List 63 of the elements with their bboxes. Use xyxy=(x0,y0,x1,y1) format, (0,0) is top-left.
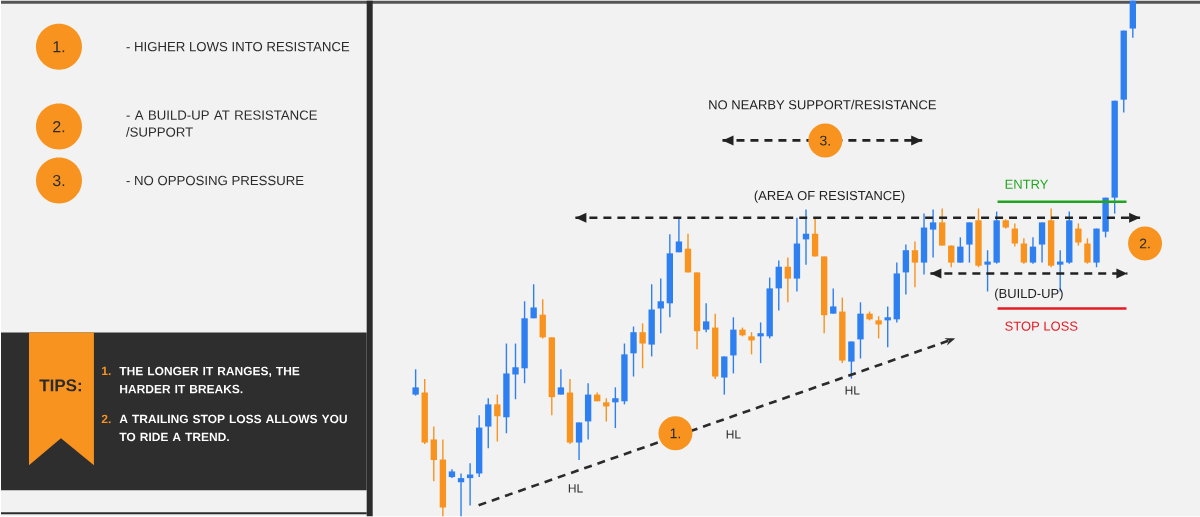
text: 2. xyxy=(53,121,65,133)
candlestick xyxy=(848,340,855,380)
candlestick xyxy=(612,386,619,429)
candlestick xyxy=(1011,222,1018,248)
text: - HIGHER LOWS INTO RESISTANCE xyxy=(126,42,350,52)
candlestick xyxy=(557,368,565,396)
ref-line-label: (BUILD-UP) xyxy=(995,288,1063,301)
candlestick xyxy=(1029,236,1037,265)
text: 2. xyxy=(101,414,111,424)
annotation: HL xyxy=(568,484,583,493)
text: TIPS: xyxy=(39,379,82,392)
candlestick xyxy=(575,421,583,461)
candlestick xyxy=(457,472,465,517)
text: 1. xyxy=(53,41,65,53)
candlestick xyxy=(639,322,646,370)
text: 1. xyxy=(102,366,111,376)
candlestick xyxy=(884,305,891,348)
ref-line-label: STOP LOSS xyxy=(1005,321,1078,331)
candlestick xyxy=(721,355,728,396)
candlestick xyxy=(684,233,692,274)
candlestick xyxy=(902,243,910,296)
candlestick xyxy=(939,207,946,247)
annotation: 3. xyxy=(820,135,830,146)
candlestick xyxy=(748,331,755,356)
annotation: HL xyxy=(845,386,860,395)
candlestick xyxy=(830,287,837,315)
candlestick xyxy=(603,397,610,423)
candlestick xyxy=(784,256,792,304)
candlestick xyxy=(657,277,664,334)
annotation: 1. xyxy=(670,428,680,439)
candlestick xyxy=(811,217,819,258)
text: - A BUILD-UP AT RESISTANCE /SUPPORT xyxy=(125,110,317,137)
candlestick xyxy=(1084,237,1091,265)
ref-line-label: ENTRY xyxy=(1005,179,1049,189)
candlestick xyxy=(675,217,683,254)
candlestick xyxy=(929,208,937,259)
candlestick xyxy=(485,397,492,449)
candlestick xyxy=(757,321,764,364)
text: - NO OPPOSING PRESSURE xyxy=(126,175,304,186)
candlestick xyxy=(430,425,437,482)
candlestick xyxy=(512,342,519,400)
text: THE LONGER IT RANGES, THE HARDER IT BREAKS. xyxy=(119,366,300,394)
annotation: HL xyxy=(726,430,741,439)
candlestick xyxy=(775,259,782,312)
candlestick xyxy=(911,240,919,289)
ref-line-label: NO NEARBY SUPPORT/RESISTANCE xyxy=(709,99,936,110)
text: 3. xyxy=(52,174,65,187)
candlestick xyxy=(957,236,964,264)
candlestick xyxy=(539,298,546,340)
text: A TRAILING STOP LOSS ALLOWS YOU TO RIDE A TREND. xyxy=(119,414,347,442)
candlestick xyxy=(630,325,637,378)
candlestick xyxy=(530,283,537,319)
text: 2. xyxy=(1139,238,1150,249)
candlestick xyxy=(875,315,882,340)
candlestick xyxy=(1038,221,1046,264)
candlestick xyxy=(494,393,501,443)
candlestick xyxy=(412,368,419,397)
candlestick xyxy=(984,249,991,293)
candlestick xyxy=(1020,237,1028,265)
ref-line-label: (AREA OF RESISTANCE) xyxy=(754,190,905,203)
candlestick xyxy=(702,302,710,333)
candlestick xyxy=(966,221,973,264)
candlestick xyxy=(1075,222,1082,247)
